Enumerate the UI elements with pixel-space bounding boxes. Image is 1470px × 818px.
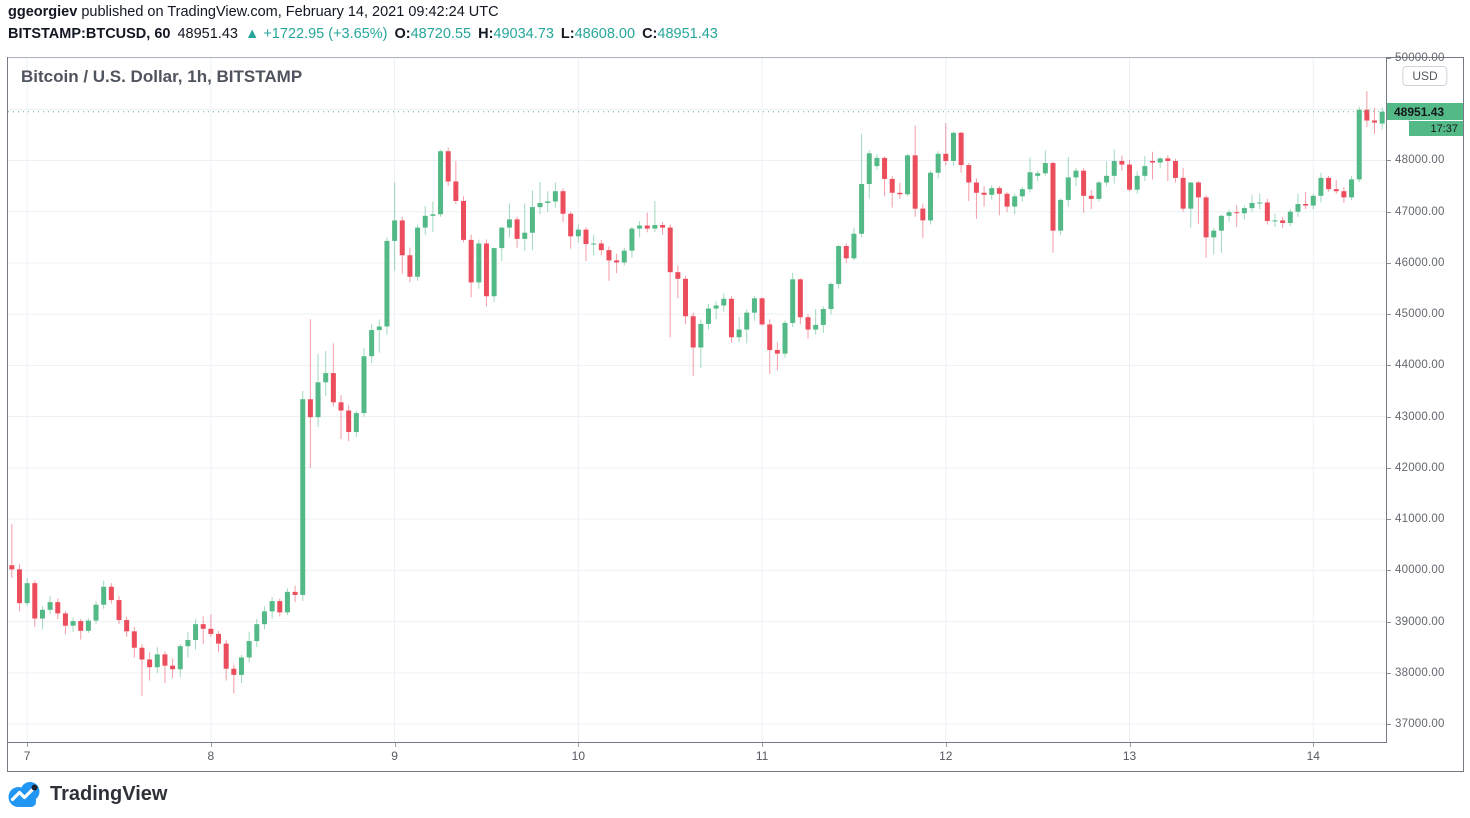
price-tick [1387, 519, 1391, 521]
chart-widget: Bitcoin / U.S. Dollar, 1h, BITSTAMP USD … [7, 52, 1464, 772]
chart-canvas[interactable]: Bitcoin / U.S. Dollar, 1h, BITSTAMP [8, 57, 1387, 743]
price-tick [1387, 467, 1391, 469]
price-axis-label: 41000.00 [1395, 513, 1445, 526]
price-tick [1387, 58, 1391, 59]
price-axis-label: 45000.00 [1395, 308, 1445, 321]
price-axis-label: 46000.00 [1395, 256, 1445, 269]
time-axis-label: 14 [1306, 749, 1320, 763]
low-number: 48608.00 [574, 26, 636, 42]
time-axis-label: 12 [939, 749, 953, 763]
price-tick [1387, 724, 1391, 726]
time-tick [578, 743, 580, 747]
time-tick [945, 743, 947, 747]
price-tick [1387, 314, 1391, 316]
open-value: O:48720.55 [395, 26, 472, 42]
price-axis-label: 37000.00 [1395, 718, 1445, 731]
price-tick [1387, 416, 1391, 418]
price-axis-label: 39000.00 [1395, 615, 1445, 628]
open-number: 48720.55 [410, 26, 472, 42]
price-tick [1387, 365, 1391, 367]
tradingview-logo[interactable]: TradingView [8, 779, 167, 809]
close-value: C:48951.43 [642, 26, 718, 42]
change-value: +1722.95 (+3.65%) [263, 26, 388, 42]
price-tick [1387, 621, 1391, 623]
price-tick [1387, 672, 1391, 674]
price-change: ▲ +1722.95 (+3.65%) [245, 26, 388, 42]
time-tick [27, 743, 29, 747]
time-axis-label: 10 [571, 749, 586, 763]
symbol-status-line: BITSTAMP:BTCUSD, 60 48951.43 ▲ +1722.95 … [8, 26, 718, 42]
author-name: ggeorgiev [8, 4, 78, 20]
last-price-label: 48951.43 [1387, 103, 1463, 121]
time-tick [394, 743, 396, 747]
symbol-name: BITSTAMP:BTCUSD, 60 [8, 26, 171, 42]
close-number: 48951.43 [657, 26, 718, 42]
tradingview-logo-text: TradingView [50, 782, 168, 805]
price-tick [1387, 160, 1391, 162]
price-axis[interactable]: USD 48951.43 17:37 37000.00 38000.00 39000… [1387, 52, 1463, 771]
high-label: H: [478, 26, 494, 42]
price-tick [1387, 262, 1391, 264]
price-axis-label: 38000.00 [1395, 666, 1445, 679]
time-axis[interactable]: 7 8 9 10 11 12 13 14 [8, 743, 1386, 771]
time-axis-label: 8 [207, 749, 215, 763]
price-axis-label: 48000.00 [1395, 154, 1445, 167]
bar-countdown-label: 17:37 [1409, 121, 1463, 137]
price-axis-label: 42000.00 [1395, 461, 1445, 474]
up-arrow-icon: ▲ [244, 26, 260, 42]
high-number: 49034.73 [493, 26, 554, 42]
chart-title: Bitcoin / U.S. Dollar, 1h, BITSTAMP [21, 67, 303, 86]
time-axis-label: 7 [23, 749, 31, 763]
close-label: C: [642, 26, 658, 42]
price-axis-label: 44000.00 [1395, 359, 1445, 372]
time-tick [1313, 743, 1315, 747]
price-tick [1387, 211, 1391, 213]
price-tick [1387, 570, 1391, 572]
open-label: O: [394, 26, 411, 42]
time-axis-label: 13 [1122, 749, 1137, 763]
tradingview-cloud-icon [8, 782, 40, 807]
time-tick [210, 743, 212, 747]
time-axis-label: 9 [391, 749, 398, 763]
price-axis-label: 50000.00 [1395, 52, 1445, 64]
high-value: H:49034.73 [478, 26, 554, 42]
candlestick-plot[interactable] [8, 57, 1386, 742]
time-tick [762, 743, 764, 747]
currency-toggle-button[interactable]: USD [1402, 66, 1448, 86]
time-axis-label: 11 [755, 749, 769, 763]
publish-info: published on TradingView.com, February 1… [77, 4, 499, 20]
time-tick [1129, 743, 1131, 747]
price-axis-label: 40000.00 [1395, 564, 1445, 577]
publish-byline: ggeorgiev published on TradingView.com, … [8, 4, 499, 20]
price-axis-label: 47000.00 [1395, 205, 1445, 218]
low-value: L:48608.00 [561, 26, 635, 42]
low-label: L: [560, 26, 575, 42]
last-price-text: 48951.43 [177, 26, 238, 42]
price-axis-label: 43000.00 [1395, 410, 1445, 423]
